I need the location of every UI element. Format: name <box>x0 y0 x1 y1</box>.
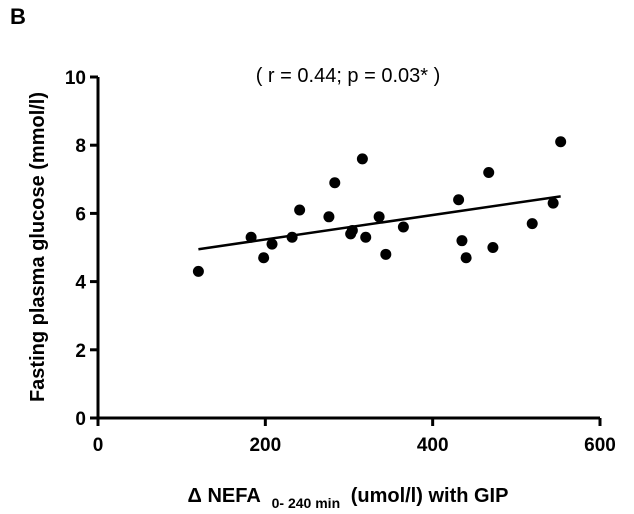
fit-line <box>198 195 561 251</box>
correlation-annotation: ( r = 0.44; p = 0.03* ) <box>256 65 441 87</box>
data-point <box>526 218 538 230</box>
data-point <box>329 177 341 189</box>
data-point <box>258 252 270 264</box>
data-points <box>192 136 567 277</box>
data-point <box>453 194 465 206</box>
y-tick-label: 4 <box>75 273 86 294</box>
data-point <box>456 235 468 247</box>
y-tick-label: 8 <box>75 136 86 157</box>
y-ticks: 0 2 4 6 8 10 <box>65 68 98 430</box>
data-point <box>555 136 567 148</box>
y-tick-label: 2 <box>75 341 86 362</box>
data-point <box>360 231 372 243</box>
axes <box>96 77 600 420</box>
data-point <box>547 197 559 209</box>
data-point <box>373 211 385 223</box>
data-point <box>460 252 472 264</box>
x-tick-label: 600 <box>584 435 616 456</box>
x-axis-label-prefix: Δ NEFA <box>188 485 261 507</box>
x-tick-label: 400 <box>417 435 449 456</box>
x-tick-label: 200 <box>249 435 281 456</box>
data-point <box>294 204 306 216</box>
data-point <box>266 238 278 250</box>
x-tick-label: 0 <box>93 435 104 456</box>
y-axis-label: Fasting plasma glucose (mmol/l) <box>27 92 49 402</box>
data-point <box>192 265 204 277</box>
fit-line-group <box>198 195 561 251</box>
x-ticks: 0 200 400 600 <box>93 418 616 456</box>
y-tick-label: 0 <box>75 409 86 430</box>
data-point <box>380 248 392 260</box>
x-axis-label: Δ NEFA 0- 240 min (umol/l) with GIP <box>188 485 509 513</box>
data-point <box>487 242 499 253</box>
panel-label: B <box>10 4 26 29</box>
y-tick-label: 6 <box>75 204 86 225</box>
data-point <box>323 211 335 223</box>
data-point <box>483 166 495 178</box>
data-point <box>397 221 409 233</box>
data-point <box>356 153 368 165</box>
x-axis-label-subscript: 0- 240 min <box>272 495 340 511</box>
y-tick-label: 10 <box>65 68 86 89</box>
x-axis-label-suffix: (umol/l) with GIP <box>351 485 509 507</box>
